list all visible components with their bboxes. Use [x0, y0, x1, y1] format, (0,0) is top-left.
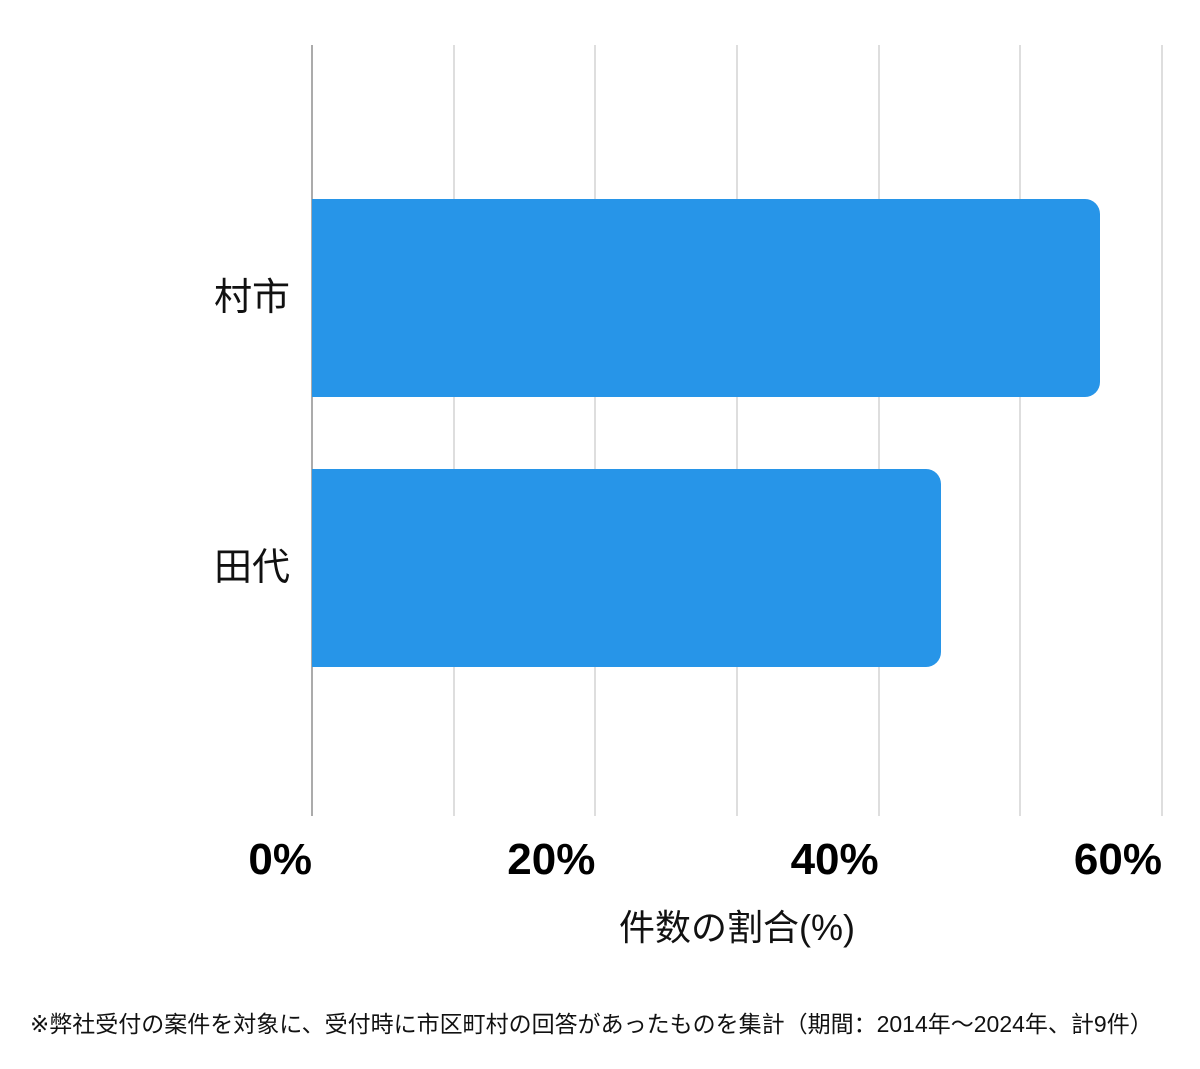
x-tick-label-3: 60% — [1073, 835, 1162, 884]
bar-0 — [312, 199, 1100, 397]
plot-area — [311, 45, 1163, 816]
category-label-1: 田代 — [213, 547, 290, 589]
x-tick-label-0: 0% — [248, 835, 312, 884]
gridline — [1019, 45, 1022, 816]
gridline — [1161, 45, 1163, 816]
gridline — [877, 45, 880, 816]
footnote: ※弊社受付の案件を対象に、受付時に市区町村の回答があったものを集計（期間：201… — [30, 1011, 1153, 1037]
gridline — [594, 45, 597, 816]
x-tick-label-1: 20% — [507, 835, 596, 884]
y-axis-line — [311, 45, 313, 816]
x-tick-label-2: 40% — [790, 835, 879, 884]
bar-1 — [312, 469, 941, 667]
gridline — [452, 45, 455, 816]
x-axis-title: 件数の割合(%) — [619, 907, 855, 948]
gridline — [736, 45, 738, 816]
category-label-0: 村市 — [213, 277, 290, 319]
